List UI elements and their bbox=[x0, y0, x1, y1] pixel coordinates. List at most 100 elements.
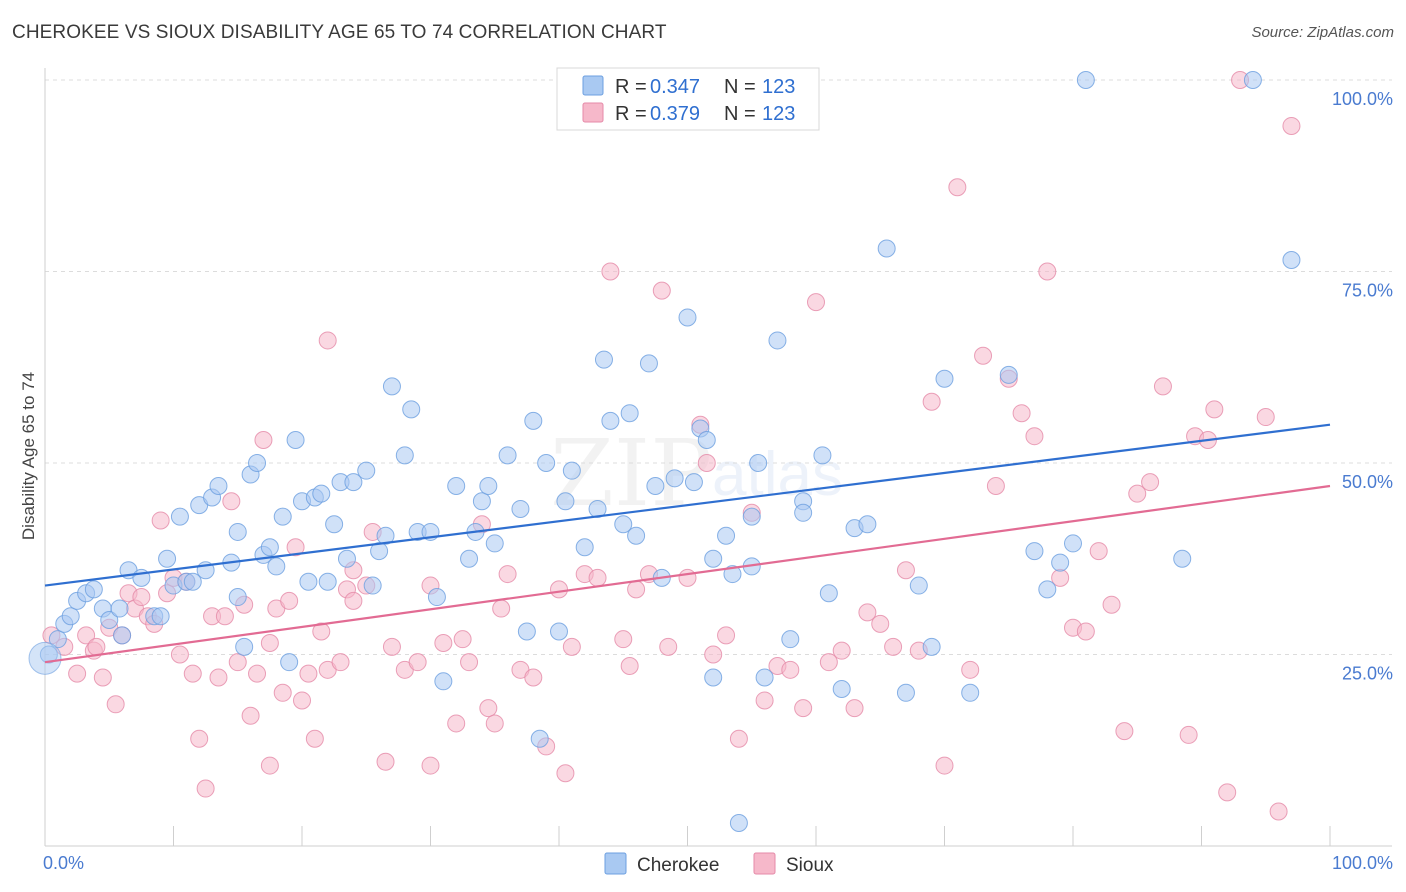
series-sioux-points bbox=[42, 71, 1301, 821]
data-point bbox=[524, 668, 543, 687]
data-point bbox=[337, 549, 356, 568]
data-point bbox=[749, 454, 768, 472]
data-point bbox=[113, 626, 132, 645]
data-point bbox=[697, 431, 716, 450]
data-point bbox=[858, 515, 877, 534]
data-point bbox=[755, 668, 774, 687]
data-point bbox=[492, 599, 511, 618]
data-point bbox=[170, 645, 189, 664]
data-point bbox=[909, 576, 928, 595]
data-point bbox=[1205, 400, 1224, 419]
data-point bbox=[575, 538, 594, 557]
data-point bbox=[665, 469, 684, 488]
data-point bbox=[1282, 251, 1301, 270]
bottom-legend: Cherokee Sioux bbox=[604, 852, 834, 876]
data-point bbox=[1089, 542, 1108, 561]
data-point bbox=[479, 699, 498, 718]
data-point bbox=[106, 695, 125, 714]
data-point bbox=[100, 611, 119, 630]
data-point bbox=[196, 779, 215, 798]
data-point bbox=[273, 683, 292, 702]
data-point bbox=[678, 308, 697, 327]
data-point bbox=[299, 572, 318, 591]
data-point bbox=[427, 588, 446, 607]
data-point bbox=[717, 526, 736, 545]
data-point bbox=[1076, 71, 1095, 89]
data-point bbox=[1064, 534, 1082, 553]
data-point bbox=[999, 365, 1018, 384]
data-point bbox=[286, 538, 305, 557]
data-point bbox=[1012, 404, 1031, 423]
axes bbox=[44, 68, 1392, 847]
data-point bbox=[1038, 262, 1057, 281]
data-point bbox=[601, 262, 620, 281]
bottom-legend-swatch-cherokee bbox=[604, 852, 627, 875]
data-point bbox=[704, 668, 723, 687]
data-point bbox=[286, 431, 305, 450]
data-point bbox=[1115, 722, 1134, 741]
data-point bbox=[260, 538, 279, 557]
data-point bbox=[183, 664, 202, 683]
data-point bbox=[61, 607, 80, 626]
data-point bbox=[832, 679, 851, 698]
data-point bbox=[627, 526, 646, 545]
data-point bbox=[68, 664, 87, 683]
data-point bbox=[447, 714, 466, 733]
data-point bbox=[511, 499, 530, 518]
data-point bbox=[312, 622, 331, 641]
data-point bbox=[382, 637, 401, 656]
legend-n-label: N = bbox=[724, 76, 756, 98]
data-point bbox=[485, 714, 504, 733]
data-point bbox=[832, 641, 851, 660]
data-point bbox=[190, 729, 209, 748]
data-point bbox=[819, 653, 838, 672]
data-point bbox=[110, 599, 129, 618]
data-point bbox=[318, 331, 337, 350]
data-point bbox=[170, 507, 189, 526]
data-point bbox=[222, 492, 241, 511]
data-point bbox=[344, 473, 363, 492]
data-point bbox=[273, 507, 292, 526]
data-point bbox=[742, 507, 761, 526]
trend-line bbox=[44, 484, 1331, 664]
data-point bbox=[395, 446, 414, 465]
data-point bbox=[620, 656, 639, 675]
series-cherokee-points bbox=[28, 71, 1301, 833]
data-point bbox=[594, 350, 613, 369]
chart-title: CHEROKEE VS SIOUX DISABILITY AGE 65 TO 7… bbox=[12, 22, 667, 43]
data-point bbox=[1218, 783, 1237, 802]
data-point bbox=[299, 664, 318, 683]
data-point bbox=[884, 637, 903, 656]
data-point bbox=[1256, 408, 1275, 427]
data-point bbox=[84, 580, 103, 599]
data-point bbox=[370, 542, 389, 561]
data-point bbox=[28, 641, 62, 675]
data-point bbox=[1076, 622, 1095, 641]
y-axis-label: Disability Age 65 to 74 bbox=[19, 372, 38, 540]
data-point bbox=[447, 476, 466, 495]
data-point bbox=[961, 660, 980, 679]
data-point bbox=[601, 411, 620, 430]
data-point bbox=[550, 622, 568, 641]
data-point bbox=[235, 637, 254, 656]
data-point bbox=[485, 534, 504, 553]
data-point bbox=[620, 404, 639, 423]
data-point bbox=[524, 411, 543, 430]
data-point bbox=[267, 557, 286, 576]
data-point bbox=[479, 476, 498, 495]
data-point bbox=[588, 568, 607, 587]
data-point bbox=[248, 454, 267, 472]
data-point bbox=[318, 572, 337, 591]
legend-swatch-cherokee bbox=[582, 75, 604, 96]
legend-swatch-sioux bbox=[582, 102, 604, 123]
tick-labels: 100.0% 75.0% 50.0% 25.0% 0.0% 100.0% bbox=[43, 89, 1393, 873]
data-point bbox=[845, 699, 864, 718]
data-point bbox=[260, 634, 279, 653]
data-point bbox=[421, 756, 440, 775]
data-point bbox=[896, 561, 915, 580]
data-point bbox=[1153, 377, 1172, 396]
bottom-legend-label-cherokee: Cherokee bbox=[637, 855, 719, 876]
data-point bbox=[723, 565, 742, 584]
data-point bbox=[228, 653, 247, 672]
